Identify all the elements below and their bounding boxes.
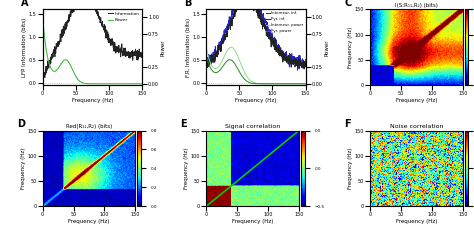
Title: I(S;R₁₁,R₂) (bits): I(S;R₁₁,R₂) (bits) <box>395 3 438 8</box>
X-axis label: Frequency (Hz): Frequency (Hz) <box>396 98 437 103</box>
Title: Signal correlation: Signal correlation <box>225 124 280 129</box>
Text: F: F <box>344 119 351 129</box>
X-axis label: Frequency (Hz): Frequency (Hz) <box>72 98 113 103</box>
Y-axis label: Power: Power <box>324 39 329 55</box>
Y-axis label: Power: Power <box>160 39 165 55</box>
Text: D: D <box>17 119 25 129</box>
Y-axis label: Frequency (Hz): Frequency (Hz) <box>348 148 353 189</box>
Y-axis label: F.R. Information (bits): F.R. Information (bits) <box>186 18 191 77</box>
X-axis label: Frequency (Hz): Frequency (Hz) <box>232 219 273 224</box>
Legend: Interneur. inf., Pyr. inf., Interneur. power, Pyr. power: Interneur. inf., Pyr. inf., Interneur. p… <box>266 11 304 33</box>
X-axis label: Frequency (Hz): Frequency (Hz) <box>396 219 437 224</box>
Y-axis label: Frequency (Hz): Frequency (Hz) <box>348 27 353 68</box>
X-axis label: Frequency (Hz): Frequency (Hz) <box>235 98 277 103</box>
Y-axis label: LFP Information (bits): LFP Information (bits) <box>22 18 27 77</box>
Text: B: B <box>184 0 192 8</box>
Title: Red(R₁₁,R₂) (bits): Red(R₁₁,R₂) (bits) <box>66 124 112 129</box>
Text: C: C <box>344 0 351 8</box>
Text: A: A <box>21 0 28 8</box>
Y-axis label: Frequency (Hz): Frequency (Hz) <box>21 148 26 189</box>
Legend: Information, Power: Information, Power <box>108 12 140 22</box>
Text: E: E <box>181 119 187 129</box>
X-axis label: Frequency (Hz): Frequency (Hz) <box>68 219 109 224</box>
Y-axis label: Frequency (Hz): Frequency (Hz) <box>184 148 189 189</box>
Title: Noise correlation: Noise correlation <box>390 124 443 129</box>
